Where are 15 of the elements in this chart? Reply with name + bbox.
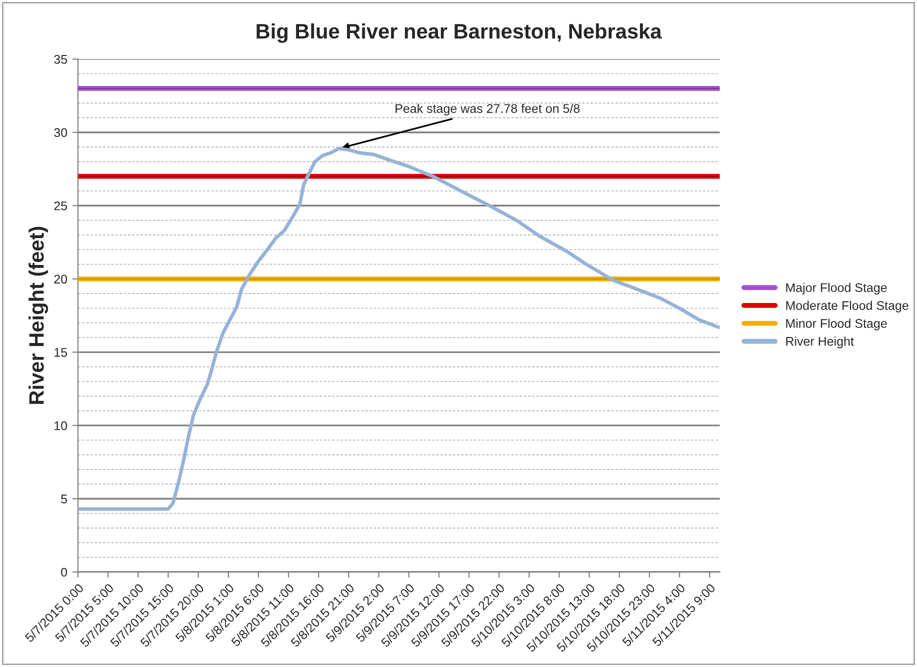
legend-label: Moderate Flood Stage	[786, 300, 908, 312]
y-tick-label: 25	[54, 201, 68, 210]
y-tick-label: 5	[61, 494, 68, 504]
y-tick-label: 30	[54, 128, 68, 138]
y-axis-title: River Height (feet)	[28, 226, 48, 404]
legend-label: Minor Flood Stage	[786, 318, 887, 330]
annotation: Peak stage was 27.78 feet on 5/8	[396, 104, 580, 116]
y-tick-label: 10	[54, 421, 68, 430]
y-tick-label: 20	[54, 274, 68, 284]
y-tick-label: 35	[54, 54, 68, 64]
y-tick-label: 0	[61, 568, 68, 577]
legend-label: River Height	[786, 336, 854, 348]
chart-title: Big Blue River near Barneston, Nebraska	[256, 23, 662, 43]
legend-label: Major Flood Stage	[786, 282, 887, 295]
y-tick-label: 15	[54, 348, 68, 357]
